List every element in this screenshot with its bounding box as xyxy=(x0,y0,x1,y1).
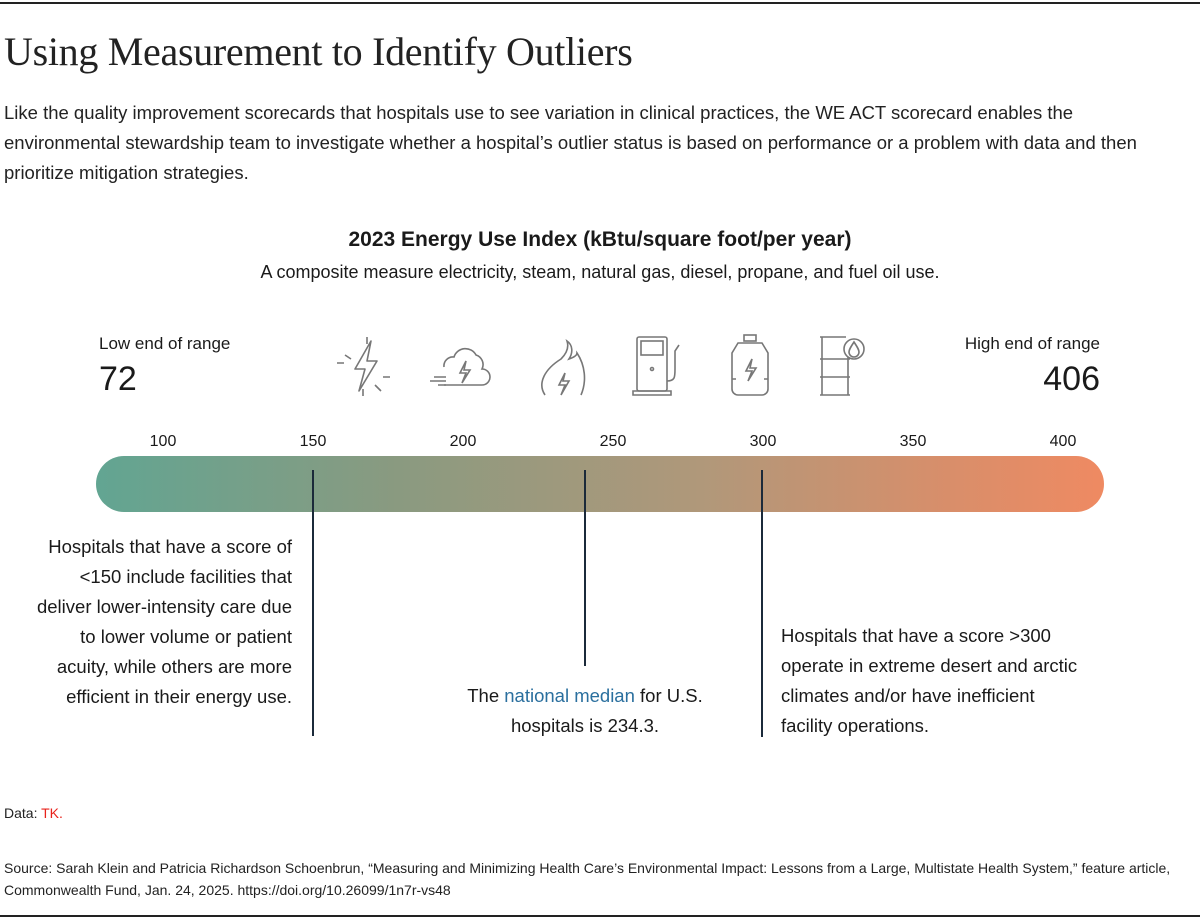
high-range-label: High end of range xyxy=(964,334,1100,353)
note-median-pre: The xyxy=(467,685,505,706)
note-median-post: for U.S. hospitals is 234.3. xyxy=(510,685,703,736)
tick-label: 150 xyxy=(299,433,327,450)
tick-label: 200 xyxy=(449,433,477,450)
note-median: The national median for U.S. hospitals i… xyxy=(440,681,730,741)
steam-icon xyxy=(430,347,491,386)
low-range-value: 72 xyxy=(99,360,137,398)
energy-scale-bar xyxy=(96,456,1104,512)
marker-line-300 xyxy=(761,470,763,737)
tick-label: 100 xyxy=(149,433,177,450)
bottom-rule xyxy=(0,915,1200,917)
marker-line-median xyxy=(584,470,586,666)
diesel-pump-icon xyxy=(632,336,680,396)
data-label: Data: xyxy=(4,805,42,821)
marker-line-150 xyxy=(312,470,314,736)
source-note: Source: Sarah Klein and Patricia Richard… xyxy=(4,860,1171,898)
top-rule xyxy=(0,2,1200,4)
note-high-score: Hospitals that have a score >300 operate… xyxy=(781,625,1078,736)
low-range-label: Low end of range xyxy=(99,334,231,353)
fuel-oil-barrel-icon xyxy=(820,336,865,396)
natural-gas-icon xyxy=(541,339,586,396)
propane-tank-icon xyxy=(731,334,769,396)
data-value: TK. xyxy=(41,805,63,821)
page-title: Using Measurement to Identify Outliers xyxy=(4,29,633,74)
tick-label: 400 xyxy=(1049,433,1077,450)
data-note: Data: TK. xyxy=(4,802,63,824)
intro-text: Like the quality improvement scorecards … xyxy=(4,102,1137,183)
high-range-value: 406 xyxy=(1043,360,1100,398)
chart-title: 2023 Energy Use Index (kBtu/square foot/… xyxy=(348,228,852,251)
tick-label: 300 xyxy=(749,433,777,450)
tick-label: 350 xyxy=(899,433,927,450)
tick-label: 250 xyxy=(599,433,627,450)
national-median-link[interactable]: national median xyxy=(504,685,635,706)
note-low-score: Hospitals that have a score of <150 incl… xyxy=(36,536,292,707)
electricity-icon xyxy=(337,337,390,396)
chart-subtitle: A composite measure electricity, steam, … xyxy=(260,262,940,282)
